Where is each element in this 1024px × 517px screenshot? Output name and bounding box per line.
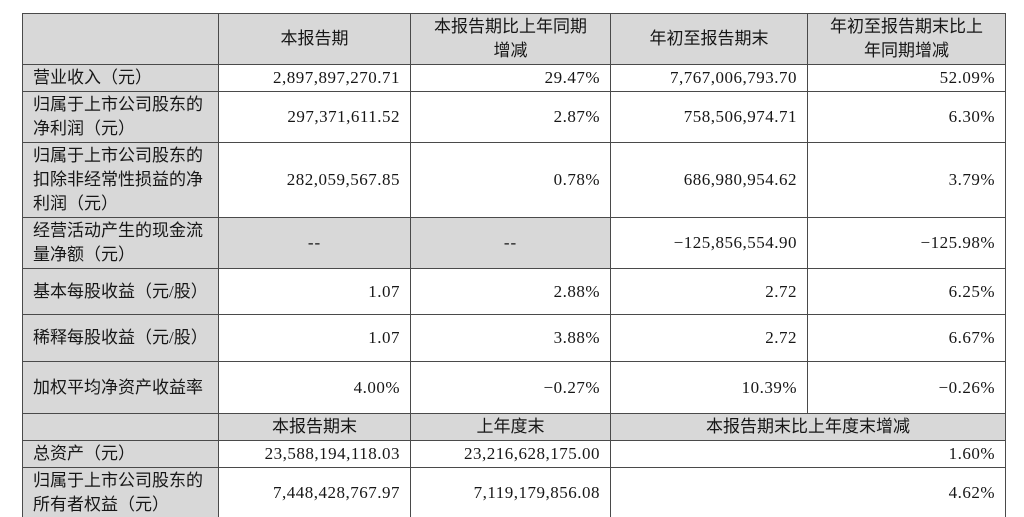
value-ytd-yoy: 3.79% xyxy=(807,142,1006,218)
row-label: 归属于上市公司股东的所有者权益（元） xyxy=(22,467,219,517)
value-ytd: 686,980,954.62 xyxy=(610,142,808,218)
value-current-period: 2,897,897,270.71 xyxy=(218,64,411,92)
table-row-net-profit-excl-nonrecurring: 归属于上市公司股东的扣除非经常性损益的净利润（元） 282,059,567.85… xyxy=(22,142,1006,218)
header-current-period: 本报告期 xyxy=(218,13,411,65)
header-row-2: 本报告期末 上年度末 本报告期末比上年度末增减 xyxy=(22,413,1006,441)
value-current-period: 1.07 xyxy=(218,268,411,315)
value-current-period-yoy: 29.47% xyxy=(410,64,611,92)
value-prior-year-end: 7,119,179,856.08 xyxy=(410,467,611,517)
value-period-end: 23,588,194,118.03 xyxy=(218,440,411,468)
value-current-period: 4.00% xyxy=(218,361,411,414)
table-row-operating-cash-flow: 经营活动产生的现金流量净额（元） -- -- −125,856,554.90 −… xyxy=(22,217,1006,269)
table-row-diluted-eps: 稀释每股收益（元/股） 1.07 3.88% 2.72 6.67% xyxy=(22,314,1006,362)
value-ytd-yoy: −0.26% xyxy=(807,361,1006,414)
row-label: 归属于上市公司股东的净利润（元） xyxy=(22,91,219,143)
row-label: 总资产（元） xyxy=(22,440,219,468)
value-ytd: 10.39% xyxy=(610,361,808,414)
value-prior-year-end: 23,216,628,175.00 xyxy=(410,440,611,468)
value-current-period-na: -- xyxy=(218,217,411,269)
header-period-end: 本报告期末 xyxy=(218,413,411,441)
value-current-period-yoy: −0.27% xyxy=(410,361,611,414)
value-ytd-yoy: 52.09% xyxy=(807,64,1006,92)
value-current-period-yoy: 2.88% xyxy=(410,268,611,315)
value-ytd: 7,767,006,793.70 xyxy=(610,64,808,92)
header-ytd-yoy: 年初至报告期末比上 年同期增减 xyxy=(807,13,1006,65)
header-row-1: 本报告期 本报告期比上年同期 增减 年初至报告期末 年初至报告期末比上 年同期增… xyxy=(22,13,1006,65)
value-ytd-yoy: 6.25% xyxy=(807,268,1006,315)
header-period-end-change: 本报告期末比上年度末增减 xyxy=(610,413,1006,441)
row-label: 经营活动产生的现金流量净额（元） xyxy=(22,217,219,269)
row-label: 归属于上市公司股东的扣除非经常性损益的净利润（元） xyxy=(22,142,219,218)
value-ytd: 2.72 xyxy=(610,268,808,315)
value-current-period-yoy: 2.87% xyxy=(410,91,611,143)
header-prior-year-end: 上年度末 xyxy=(410,413,611,441)
table-row-weighted-avg-roe: 加权平均净资产收益率 4.00% −0.27% 10.39% −0.26% xyxy=(22,361,1006,414)
value-current-period-yoy-na: -- xyxy=(410,217,611,269)
header-corner-cell-2 xyxy=(22,413,219,441)
value-period-end-change: 1.60% xyxy=(610,440,1006,468)
table-row-net-profit: 归属于上市公司股东的净利润（元） 297,371,611.52 2.87% 75… xyxy=(22,91,1006,143)
value-period-end: 7,448,428,767.97 xyxy=(218,467,411,517)
value-ytd-yoy: 6.30% xyxy=(807,91,1006,143)
value-ytd: 2.72 xyxy=(610,314,808,362)
value-current-period: 1.07 xyxy=(218,314,411,362)
row-label: 营业收入（元） xyxy=(22,64,219,92)
value-current-period-yoy: 3.88% xyxy=(410,314,611,362)
table-row-revenue: 营业收入（元） 2,897,897,270.71 29.47% 7,767,00… xyxy=(22,64,1006,92)
header-ytd: 年初至报告期末 xyxy=(610,13,808,65)
value-ytd: 758,506,974.71 xyxy=(610,91,808,143)
value-current-period-yoy: 0.78% xyxy=(410,142,611,218)
table-row-owners-equity: 归属于上市公司股东的所有者权益（元） 7,448,428,767.97 7,11… xyxy=(22,467,1006,517)
value-current-period: 297,371,611.52 xyxy=(218,91,411,143)
value-ytd-yoy: −125.98% xyxy=(807,217,1006,269)
table-row-total-assets: 总资产（元） 23,588,194,118.03 23,216,628,175.… xyxy=(22,440,1006,468)
row-label: 加权平均净资产收益率 xyxy=(22,361,219,414)
row-label: 稀释每股收益（元/股） xyxy=(22,314,219,362)
table-row-basic-eps: 基本每股收益（元/股） 1.07 2.88% 2.72 6.25% xyxy=(22,268,1006,315)
financial-summary-table: 本报告期 本报告期比上年同期 增减 年初至报告期末 年初至报告期末比上 年同期增… xyxy=(22,13,1006,517)
value-ytd: −125,856,554.90 xyxy=(610,217,808,269)
header-current-period-yoy: 本报告期比上年同期 增减 xyxy=(410,13,611,65)
value-ytd-yoy: 6.67% xyxy=(807,314,1006,362)
value-current-period: 282,059,567.85 xyxy=(218,142,411,218)
row-label: 基本每股收益（元/股） xyxy=(22,268,219,315)
header-corner-cell xyxy=(22,13,219,65)
value-period-end-change: 4.62% xyxy=(610,467,1006,517)
